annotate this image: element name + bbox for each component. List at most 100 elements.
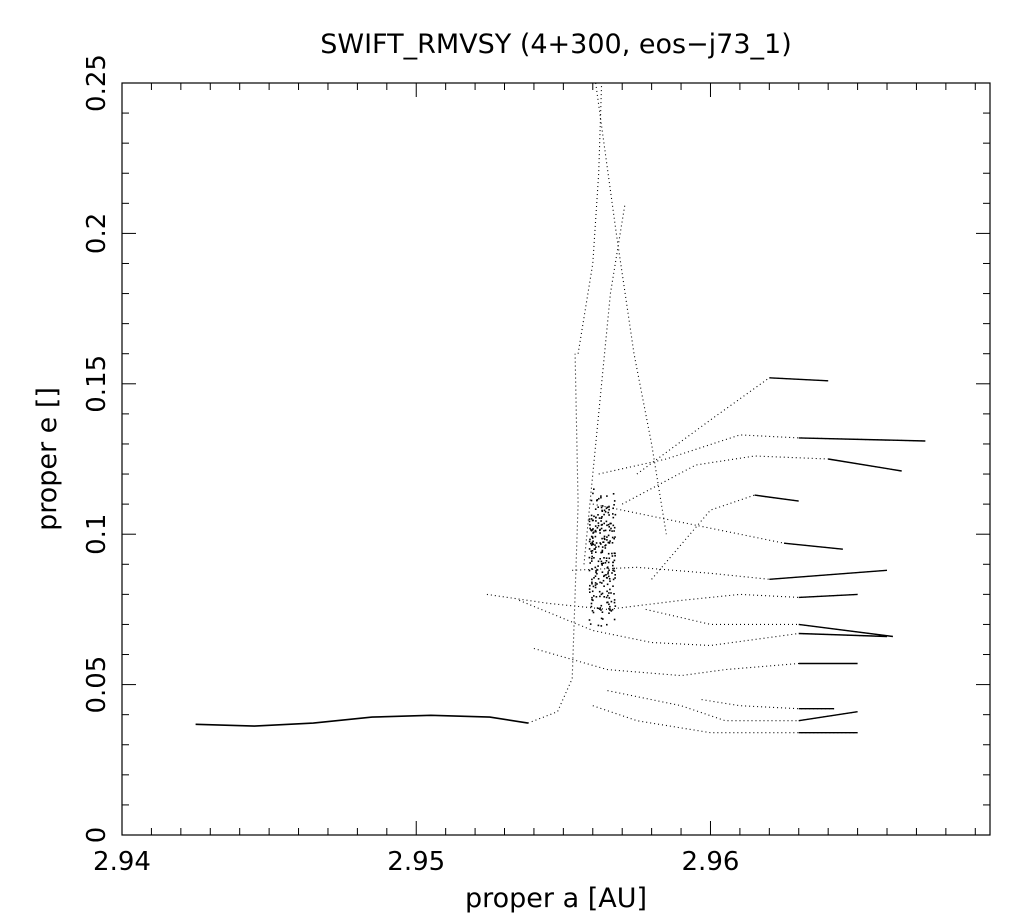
cluster-point bbox=[588, 588, 591, 590]
cluster-point bbox=[600, 517, 603, 519]
track-end-line bbox=[769, 569, 888, 580]
cluster-point bbox=[601, 537, 603, 540]
cluster-point bbox=[602, 541, 604, 543]
cluster-point bbox=[590, 529, 592, 531]
cluster-point bbox=[608, 569, 610, 572]
cluster-point bbox=[612, 578, 615, 581]
track-dots bbox=[527, 353, 579, 724]
cluster-point bbox=[591, 581, 593, 584]
cluster-point bbox=[596, 527, 599, 529]
track-dots bbox=[595, 82, 667, 535]
cluster-point bbox=[600, 609, 602, 611]
cluster-point bbox=[597, 624, 600, 627]
cluster-point bbox=[599, 558, 601, 560]
cluster-point bbox=[613, 618, 616, 621]
cluster-point bbox=[599, 607, 602, 609]
cluster-point bbox=[614, 513, 617, 516]
cluster-point bbox=[602, 562, 605, 564]
cluster-point bbox=[614, 577, 616, 579]
cluster-point bbox=[608, 575, 610, 578]
cluster-point bbox=[604, 529, 607, 532]
cluster-point bbox=[605, 596, 608, 599]
track-end-line bbox=[769, 377, 829, 382]
x-axis-label: proper a [AU] bbox=[465, 883, 647, 914]
cluster-point bbox=[606, 583, 609, 586]
cluster-point bbox=[591, 578, 593, 581]
cluster-point bbox=[608, 542, 611, 544]
x-axis-tick-labels: 2.94 2.95 2.96 bbox=[93, 847, 739, 877]
cluster-point bbox=[588, 619, 591, 621]
track-end-line bbox=[828, 458, 902, 472]
cluster-point bbox=[603, 529, 605, 532]
cluster-point bbox=[605, 576, 608, 579]
cluster-point bbox=[613, 559, 616, 562]
cluster-point bbox=[596, 583, 598, 585]
cluster-point bbox=[607, 523, 610, 526]
x-tick-label: 2.96 bbox=[682, 847, 740, 877]
cluster-point bbox=[600, 496, 602, 499]
cluster-point bbox=[603, 509, 606, 512]
cluster-point bbox=[595, 571, 597, 574]
track-end-line bbox=[798, 711, 858, 722]
cluster-point bbox=[609, 529, 611, 532]
cluster-point bbox=[607, 552, 610, 555]
track-end-line bbox=[798, 632, 888, 638]
track-end-line bbox=[798, 593, 858, 599]
track-line bbox=[195, 714, 529, 727]
cluster-point bbox=[591, 590, 594, 593]
cluster-point bbox=[608, 526, 610, 528]
cluster-point bbox=[590, 499, 593, 502]
cluster-point bbox=[593, 488, 595, 490]
cluster-point bbox=[607, 573, 609, 575]
cluster-point bbox=[609, 540, 611, 542]
y-tick-label: 0.15 bbox=[82, 355, 112, 413]
cluster-point bbox=[594, 508, 597, 510]
y-axis-tick-labels: 0 0.05 0.1 0.15 0.2 0.25 bbox=[82, 54, 112, 843]
cluster-point bbox=[589, 527, 591, 530]
cluster-point bbox=[599, 542, 601, 544]
cluster-point bbox=[609, 522, 611, 525]
cluster-point bbox=[607, 511, 610, 514]
cluster-point bbox=[589, 524, 591, 526]
cluster-point bbox=[597, 545, 600, 548]
cluster-point bbox=[594, 548, 596, 550]
cluster-point bbox=[600, 604, 603, 607]
cluster-point bbox=[601, 549, 604, 552]
cluster-point bbox=[609, 609, 611, 611]
cluster-point bbox=[600, 625, 603, 627]
cluster-point bbox=[590, 542, 592, 545]
cluster-point bbox=[609, 588, 611, 591]
cluster-point bbox=[607, 571, 609, 573]
track-end-line bbox=[798, 437, 926, 442]
y-tick-label: 0.2 bbox=[82, 213, 112, 254]
cluster-point bbox=[594, 529, 597, 532]
cluster-point bbox=[612, 564, 614, 567]
cluster-point bbox=[603, 513, 605, 516]
cluster-point bbox=[612, 585, 614, 587]
cluster-point bbox=[606, 590, 608, 593]
cluster-point bbox=[608, 607, 610, 610]
cluster-point bbox=[600, 593, 603, 596]
cluster-point bbox=[600, 617, 603, 620]
cluster-point bbox=[598, 497, 600, 500]
cluster-point bbox=[611, 608, 614, 611]
track-dots bbox=[598, 434, 926, 475]
cluster-point bbox=[592, 585, 595, 588]
track-end-line bbox=[798, 623, 893, 638]
cluster-point bbox=[589, 623, 592, 625]
cluster-point bbox=[607, 561, 610, 564]
cluster-point bbox=[612, 507, 614, 510]
y-tick-label: 0.1 bbox=[82, 514, 112, 555]
cluster-point bbox=[604, 562, 607, 564]
cluster-point bbox=[611, 555, 614, 557]
cluster-point bbox=[612, 561, 614, 564]
cluster-point bbox=[609, 605, 611, 608]
cluster-point bbox=[589, 562, 591, 564]
cluster-point bbox=[592, 528, 594, 530]
x-tick-label: 2.95 bbox=[387, 847, 445, 877]
cluster-point bbox=[588, 556, 591, 559]
cluster-point bbox=[603, 574, 606, 577]
cluster-point bbox=[595, 551, 597, 553]
cluster-point bbox=[595, 546, 597, 548]
cluster-point bbox=[603, 522, 605, 525]
